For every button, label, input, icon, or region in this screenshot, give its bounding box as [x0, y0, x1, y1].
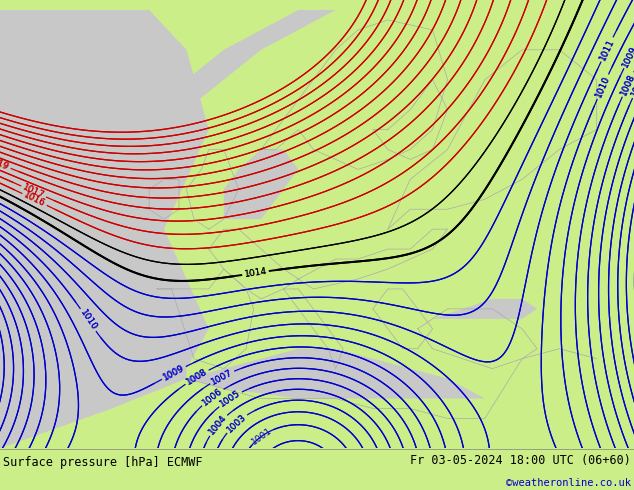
- Text: 1008: 1008: [619, 72, 634, 97]
- Text: 1016: 1016: [22, 191, 47, 208]
- Text: Surface pressure [hPa] ECMWF: Surface pressure [hPa] ECMWF: [3, 456, 203, 469]
- Text: 1008: 1008: [184, 367, 209, 387]
- Text: 1006: 1006: [200, 386, 224, 408]
- Polygon shape: [0, 10, 209, 448]
- Text: 1004: 1004: [207, 413, 229, 437]
- Text: 1009: 1009: [621, 44, 634, 69]
- Text: 1004: 1004: [207, 413, 228, 437]
- Polygon shape: [186, 10, 335, 110]
- Text: 1003: 1003: [225, 412, 248, 434]
- Text: 1011: 1011: [598, 37, 616, 62]
- Text: 1014: 1014: [243, 267, 268, 279]
- Text: 1019: 1019: [0, 155, 10, 172]
- Polygon shape: [186, 349, 485, 398]
- Text: 1011: 1011: [598, 37, 616, 62]
- Text: 1010: 1010: [78, 308, 98, 332]
- Text: 1007: 1007: [630, 74, 634, 98]
- Text: 1007: 1007: [210, 368, 234, 386]
- Text: 1016: 1016: [22, 190, 47, 209]
- Text: 1008: 1008: [619, 72, 634, 97]
- Text: 1005: 1005: [218, 389, 242, 409]
- Text: 1006: 1006: [200, 387, 224, 408]
- Text: 1017: 1017: [22, 183, 46, 200]
- Text: 1009: 1009: [162, 364, 186, 382]
- Text: 1010: 1010: [594, 74, 612, 99]
- Text: 1008: 1008: [17, 489, 39, 490]
- Text: 1001: 1001: [250, 426, 274, 446]
- Text: 1009: 1009: [621, 44, 634, 69]
- Text: 1005: 1005: [218, 389, 242, 409]
- Text: 1010: 1010: [78, 308, 98, 332]
- Text: 1019: 1019: [0, 155, 10, 172]
- Text: ©weatheronline.co.uk: ©weatheronline.co.uk: [506, 477, 631, 488]
- Text: 1010: 1010: [594, 74, 612, 99]
- Text: 1008: 1008: [17, 489, 39, 490]
- Text: Fr 03-05-2024 18:00 UTC (06+60): Fr 03-05-2024 18:00 UTC (06+60): [410, 454, 631, 467]
- Text: 1014: 1014: [243, 267, 268, 279]
- Text: 1007: 1007: [210, 368, 234, 387]
- Text: 1003: 1003: [225, 412, 248, 434]
- Polygon shape: [224, 149, 299, 219]
- Text: 1017: 1017: [22, 183, 46, 200]
- Text: 1008: 1008: [184, 367, 209, 387]
- Text: 1009: 1009: [162, 363, 186, 382]
- Text: 1007: 1007: [629, 74, 634, 98]
- Polygon shape: [432, 299, 537, 319]
